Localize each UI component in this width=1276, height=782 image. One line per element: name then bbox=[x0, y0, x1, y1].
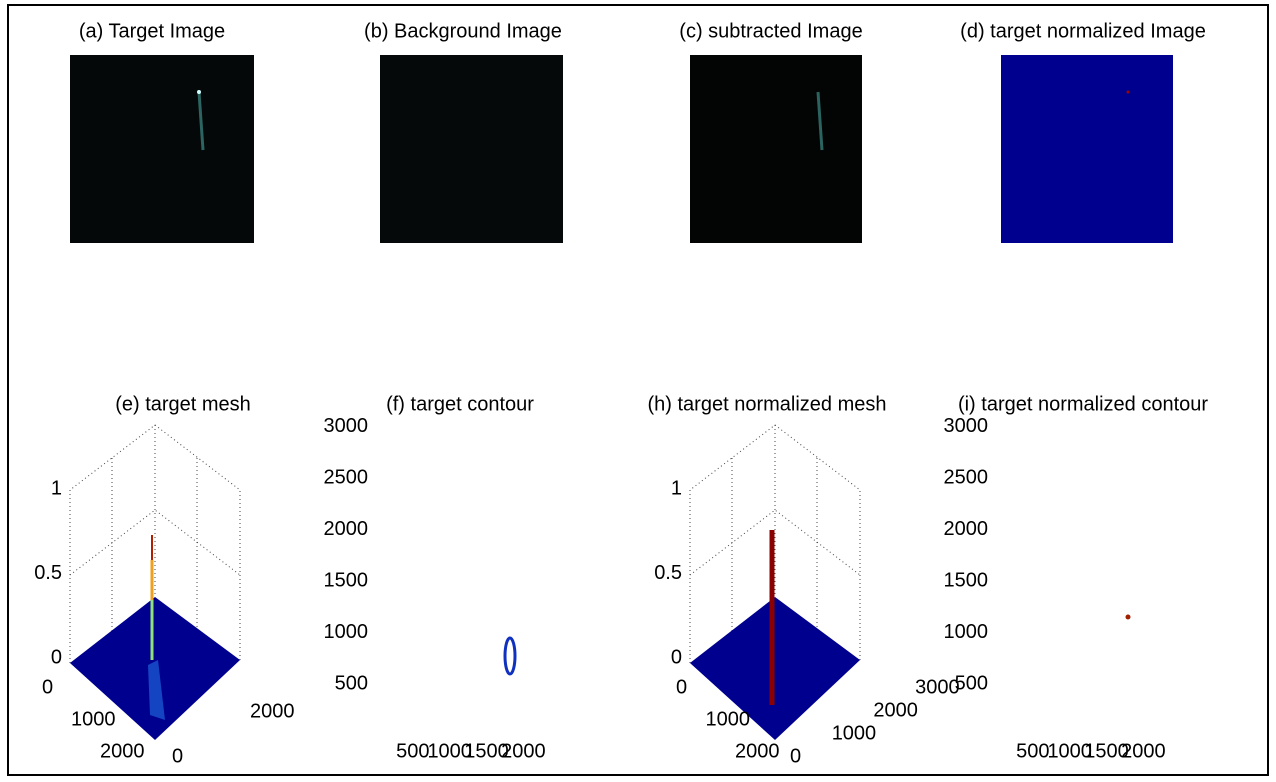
y-tick-label: 0 bbox=[172, 745, 183, 767]
x-tick-label: 500 bbox=[1016, 740, 1049, 762]
y-tick-label: 2000 bbox=[873, 699, 918, 721]
y-tick-label: 2500 bbox=[324, 467, 369, 489]
x-tick-label: 0 bbox=[676, 676, 687, 698]
z-tick-label: 0.5 bbox=[654, 562, 682, 584]
x-tick-label: 500 bbox=[396, 740, 429, 762]
x-tick-label: 0 bbox=[42, 676, 53, 698]
y-tick-label: 1000 bbox=[324, 621, 369, 643]
subtracted-image bbox=[690, 55, 862, 243]
figure: (a) Target Image (b) Background Image (c… bbox=[0, 0, 1276, 782]
x-tick-label: 2000 bbox=[1121, 740, 1166, 762]
panel-title: (b) Background Image bbox=[364, 20, 562, 42]
spot bbox=[197, 90, 201, 94]
contour-dot bbox=[1126, 615, 1131, 620]
y-tick-label: 3000 bbox=[944, 415, 989, 437]
x-tick-label: 2000 bbox=[100, 740, 145, 762]
y-tick-label: 1000 bbox=[944, 621, 989, 643]
y-tick-label: 0 bbox=[790, 745, 801, 767]
panel-title: (d) target normalized Image bbox=[960, 20, 1206, 42]
x-tick-label: 1000 bbox=[71, 708, 116, 730]
y-tick-label: 1500 bbox=[324, 570, 369, 592]
x-tick-label: 2000 bbox=[501, 740, 546, 762]
y-tick-label: 3000 bbox=[915, 676, 960, 698]
y-tick-label: 2000 bbox=[250, 700, 295, 722]
y-tick-label: 3000 bbox=[324, 415, 369, 437]
normalized-image bbox=[1001, 55, 1173, 243]
z-tick-label: 0 bbox=[51, 646, 62, 668]
z-tick-label: 0 bbox=[671, 646, 682, 668]
x-tick-label: 1000 bbox=[706, 708, 751, 730]
y-tick-label: 2000 bbox=[324, 518, 369, 540]
y-tick-label: 1000 bbox=[832, 722, 877, 744]
target-image bbox=[70, 55, 254, 243]
y-tick-label: 1500 bbox=[944, 570, 989, 592]
panel-title: (i) target normalized contour bbox=[958, 393, 1208, 415]
y-tick-label: 2000 bbox=[944, 518, 989, 540]
z-tick-label: 1 bbox=[51, 477, 62, 499]
panel-title: (c) subtracted Image bbox=[679, 20, 862, 42]
y-tick-label: 2500 bbox=[944, 467, 989, 489]
z-tick-label: 1 bbox=[671, 477, 682, 499]
panel-title: (e) target mesh bbox=[115, 393, 251, 415]
x-tick-label: 2000 bbox=[735, 740, 780, 762]
background-image bbox=[380, 55, 563, 243]
panel-title: (f) target contour bbox=[386, 393, 534, 415]
spot bbox=[1127, 91, 1130, 94]
z-tick-label: 0.5 bbox=[34, 562, 62, 584]
y-tick-label: 500 bbox=[955, 673, 988, 695]
panel-title: (h) target normalized mesh bbox=[648, 393, 887, 415]
panel-title: (a) Target Image bbox=[79, 20, 225, 42]
y-tick-label: 500 bbox=[335, 673, 368, 695]
